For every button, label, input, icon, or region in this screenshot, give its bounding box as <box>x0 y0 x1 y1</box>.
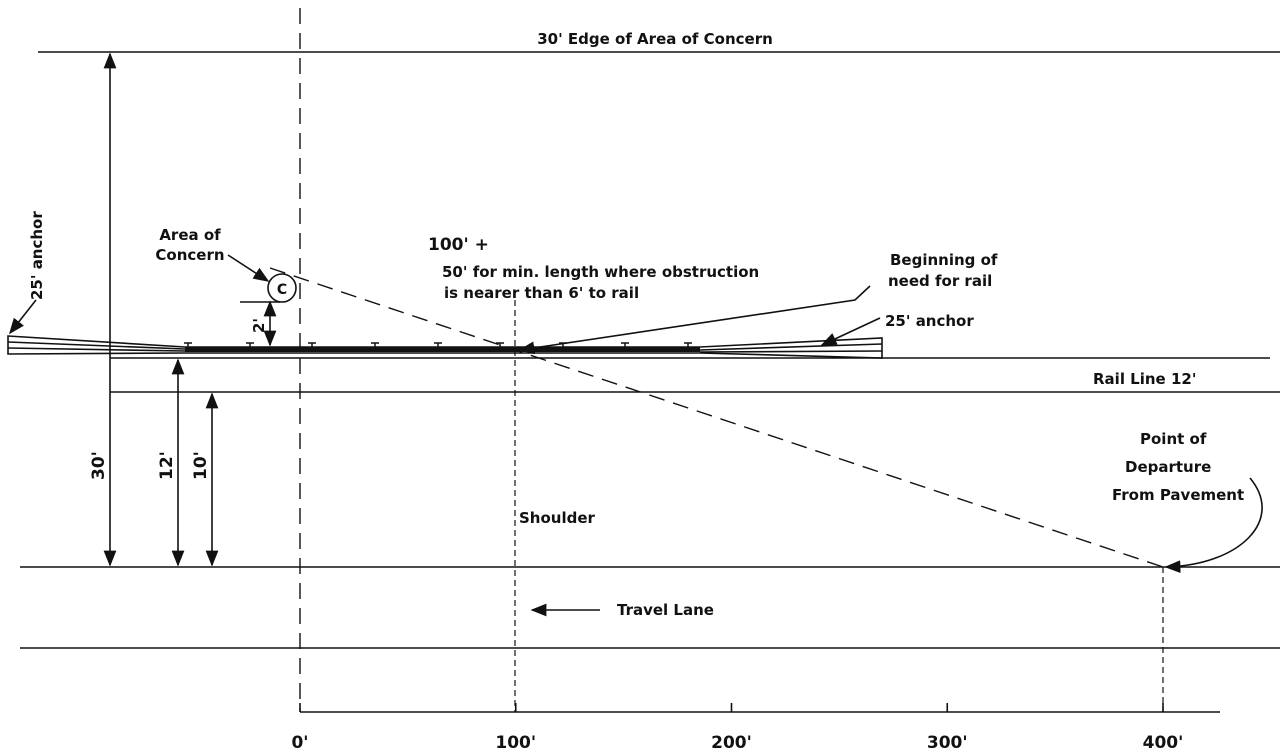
departure-label: From Pavement <box>1112 486 1244 504</box>
dim-label: 12' <box>157 451 177 480</box>
area-leader <box>227 254 270 282</box>
need-label: Beginning of <box>890 251 998 269</box>
need-label: need for rail <box>888 272 992 290</box>
area-label: Area of <box>159 226 221 244</box>
scale-label: 400' <box>1143 733 1184 753</box>
rail-line-label: Rail Line 12' <box>1093 370 1196 388</box>
anchor-left-leader <box>9 299 37 335</box>
scale-label: 0' <box>291 733 308 753</box>
dim-label: 30' <box>89 451 109 480</box>
departure-label: Point of <box>1140 430 1207 448</box>
scale-label: 300' <box>927 733 968 753</box>
departure-leader <box>1164 477 1263 574</box>
need-leader <box>518 285 871 355</box>
runout-line <box>269 267 1164 568</box>
anchor-label: 25' anchor <box>28 211 46 300</box>
circle-label: C <box>277 282 287 298</box>
area-label: Concern <box>155 246 224 264</box>
shoulder-label: Shoulder <box>519 509 596 527</box>
length-note: is nearer than 6' to rail <box>444 284 639 302</box>
anchor-leader <box>820 317 881 346</box>
dim-label: 10' <box>191 451 211 480</box>
length-label: 100' + <box>428 235 489 255</box>
dim-label: 2' <box>250 318 268 333</box>
scale-label: 200' <box>711 733 752 753</box>
length-note: 50' for min. length where obstruction <box>442 263 759 281</box>
edge-label: 30' Edge of Area of Concern <box>537 30 773 48</box>
guardrail <box>7 335 883 359</box>
departure-label: Departure <box>1125 458 1211 476</box>
scale-label: 100' <box>495 733 536 753</box>
anchor-label: 25' anchor <box>885 312 974 330</box>
area-circle <box>267 273 297 303</box>
travel-label: Travel Lane <box>617 601 714 619</box>
